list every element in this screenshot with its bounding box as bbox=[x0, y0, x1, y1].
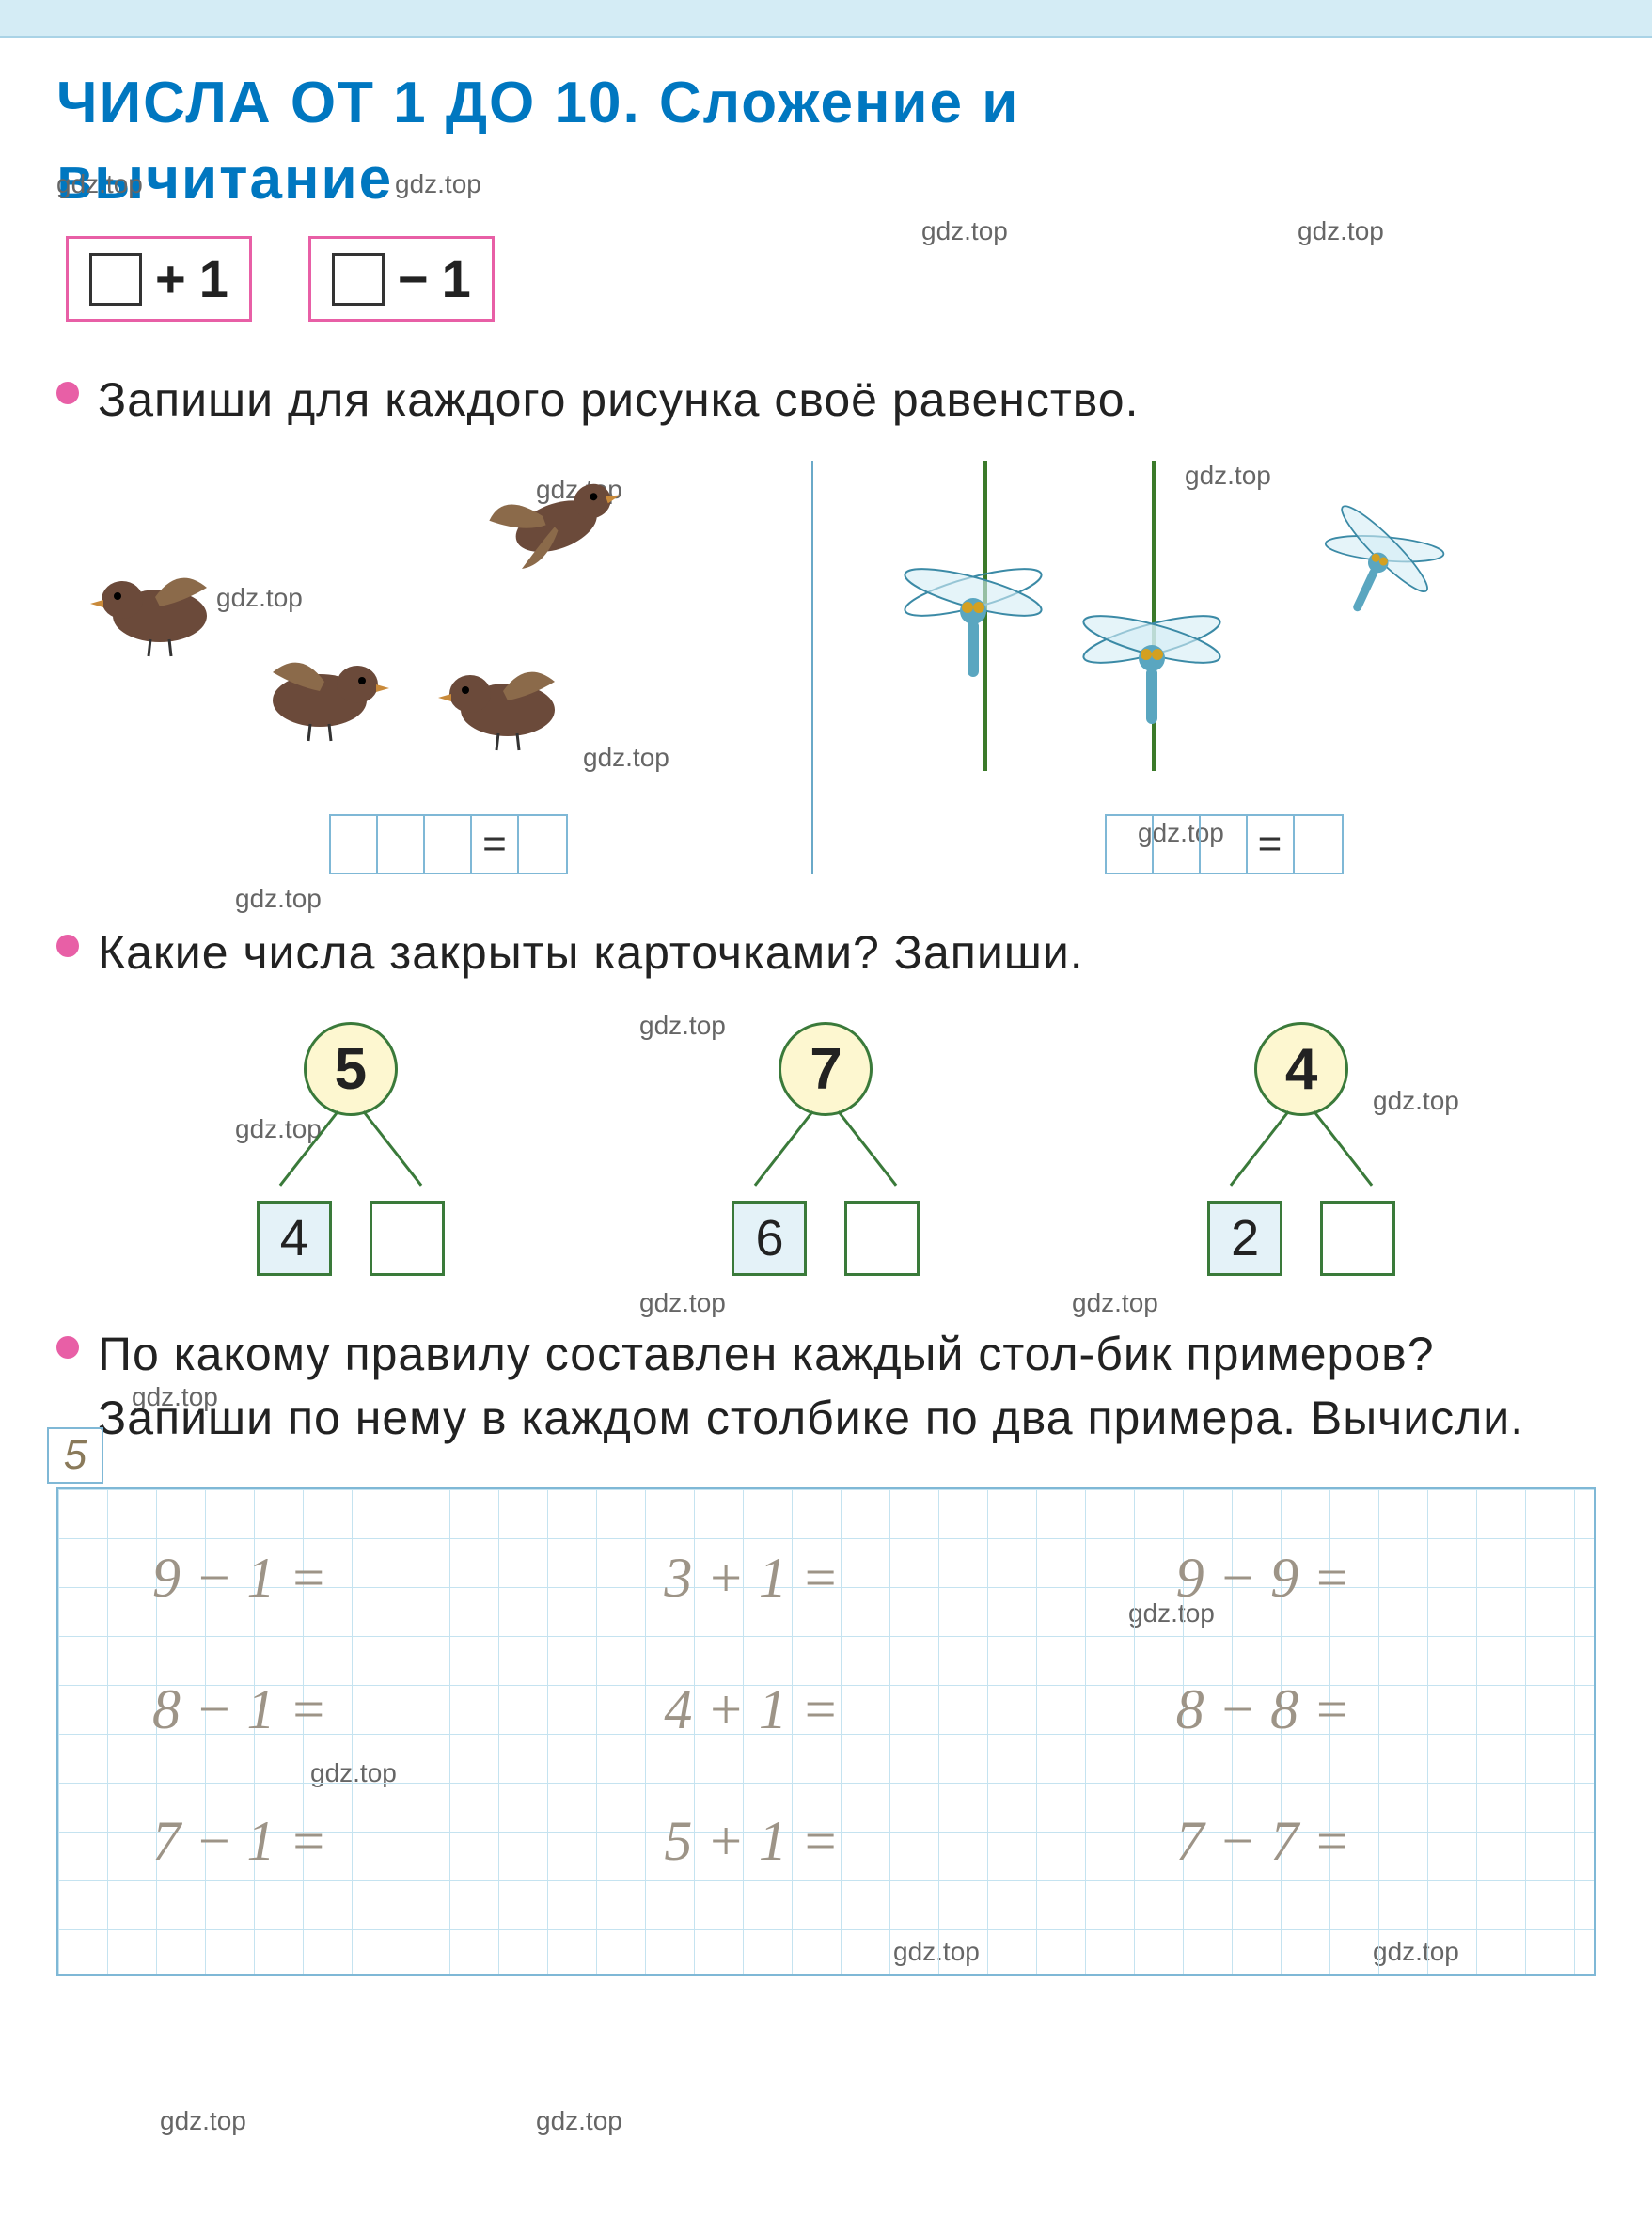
op-plus: + bbox=[155, 248, 186, 309]
bullet-icon bbox=[56, 935, 79, 957]
watermark: gdz.top bbox=[921, 216, 1008, 246]
bird-flying-icon bbox=[466, 448, 643, 596]
birds-panel: = bbox=[56, 461, 811, 874]
example-cell: 8 − 1 = bbox=[58, 1677, 570, 1771]
answer-cell[interactable] bbox=[519, 816, 566, 873]
dragonfly-flying-icon bbox=[1272, 466, 1483, 661]
answer-cell[interactable] bbox=[378, 816, 425, 873]
example-cell: 4 + 1 = bbox=[570, 1677, 1081, 1771]
formula-row: + 1 − 1 bbox=[66, 236, 1596, 322]
watermark: gdz.top bbox=[1072, 1288, 1158, 1318]
watermark: gdz.top bbox=[235, 884, 322, 914]
answer-boxes-right[interactable]: = bbox=[1105, 814, 1344, 874]
watermark: gdz.top bbox=[1298, 216, 1384, 246]
tree-branches bbox=[1198, 1116, 1405, 1201]
watermark: gdz.top bbox=[639, 1011, 726, 1041]
task-2: Какие числа закрыты карточками? Запиши. bbox=[56, 921, 1596, 985]
top-bar bbox=[0, 0, 1652, 38]
formula-plus-one: + 1 bbox=[66, 236, 252, 322]
page-title: ЧИСЛА ОТ 1 ДО 10. Сложение и вычитание bbox=[56, 66, 1596, 217]
watermark: gdz.top bbox=[639, 1288, 726, 1318]
watermark: gdz.top bbox=[395, 169, 481, 199]
bullet-icon bbox=[56, 1336, 79, 1359]
val-one: 1 bbox=[199, 248, 228, 309]
title-line-1: ЧИСЛА ОТ 1 ДО 10. Сложение и bbox=[56, 71, 1019, 135]
tree-left-box: 4 bbox=[257, 1201, 332, 1276]
val-one: 1 bbox=[442, 248, 471, 309]
tree-branches bbox=[722, 1116, 929, 1201]
op-minus: − bbox=[398, 248, 429, 309]
page-marker: 5 bbox=[47, 1427, 103, 1484]
answer-cell[interactable] bbox=[1201, 816, 1248, 873]
tree-2: 7 6 bbox=[722, 1022, 929, 1276]
bird-icon bbox=[244, 639, 395, 743]
tree-top: 4 bbox=[1254, 1022, 1348, 1116]
task-3-text: По какому правилу составлен каждый стол-… bbox=[98, 1323, 1596, 1450]
equals-sign: = bbox=[1248, 816, 1295, 873]
tree-right-box[interactable] bbox=[1320, 1201, 1395, 1276]
equals-sign: = bbox=[472, 816, 519, 873]
watermark: gdz.top bbox=[160, 2106, 246, 2136]
example-cell: 8 − 8 = bbox=[1082, 1677, 1594, 1771]
number-trees: 5 4 7 6 4 2 bbox=[56, 1022, 1596, 1276]
answer-cell[interactable] bbox=[1154, 816, 1201, 873]
task-1-text: Запиши для каждого рисунка своё равенств… bbox=[98, 369, 1139, 433]
example-cell: 5 + 1 = bbox=[570, 1809, 1081, 1903]
example-cell: 7 − 1 = bbox=[58, 1809, 570, 1903]
page-marker-text: 5 bbox=[64, 1432, 87, 1479]
example-cell: 9 − 9 = bbox=[1082, 1546, 1594, 1640]
blank-box[interactable] bbox=[332, 253, 385, 306]
blank-box[interactable] bbox=[89, 253, 142, 306]
example-cell: 7 − 7 = bbox=[1082, 1809, 1594, 1903]
task-3: По какому правилу составлен каждый стол-… bbox=[56, 1323, 1596, 1450]
watermark: gdz.top bbox=[536, 2106, 622, 2136]
dragonfly-icon bbox=[1058, 583, 1246, 733]
bird-icon bbox=[85, 555, 235, 658]
example-cell: 9 − 1 = bbox=[58, 1546, 570, 1640]
grid-area[interactable]: 9 − 1 = 3 + 1 = 9 − 9 = 8 − 1 = 4 + 1 = … bbox=[56, 1487, 1596, 1976]
task-2-text: Какие числа закрыты карточками? Запиши. bbox=[98, 921, 1084, 985]
answer-cell[interactable] bbox=[331, 816, 378, 873]
answer-boxes-left[interactable]: = bbox=[329, 814, 568, 874]
tree-3: 4 2 bbox=[1198, 1022, 1405, 1276]
bullet-icon bbox=[56, 382, 79, 404]
formula-minus-one: − 1 bbox=[308, 236, 495, 322]
pictures-row: = = bbox=[56, 461, 1596, 874]
task-1: Запиши для каждого рисунка своё равенств… bbox=[56, 369, 1596, 433]
tree-top: 7 bbox=[779, 1022, 873, 1116]
answer-cell[interactable] bbox=[1107, 816, 1154, 873]
watermark: gdz.top bbox=[56, 169, 143, 199]
tree-top: 5 bbox=[304, 1022, 398, 1116]
tree-left-box: 2 bbox=[1207, 1201, 1282, 1276]
tree-right-box[interactable] bbox=[844, 1201, 920, 1276]
dragonflies-panel: = bbox=[811, 461, 1597, 874]
tree-1: 5 4 bbox=[247, 1022, 454, 1276]
answer-cell[interactable] bbox=[1295, 816, 1342, 873]
tree-left-box: 6 bbox=[732, 1201, 807, 1276]
dragonfly-icon bbox=[879, 536, 1067, 686]
example-cell: 3 + 1 = bbox=[570, 1546, 1081, 1640]
answer-cell[interactable] bbox=[425, 816, 472, 873]
watermark: gdz.top bbox=[1373, 1086, 1459, 1116]
tree-branches bbox=[247, 1116, 454, 1201]
tree-right-box[interactable] bbox=[370, 1201, 445, 1276]
bird-icon bbox=[433, 649, 583, 752]
